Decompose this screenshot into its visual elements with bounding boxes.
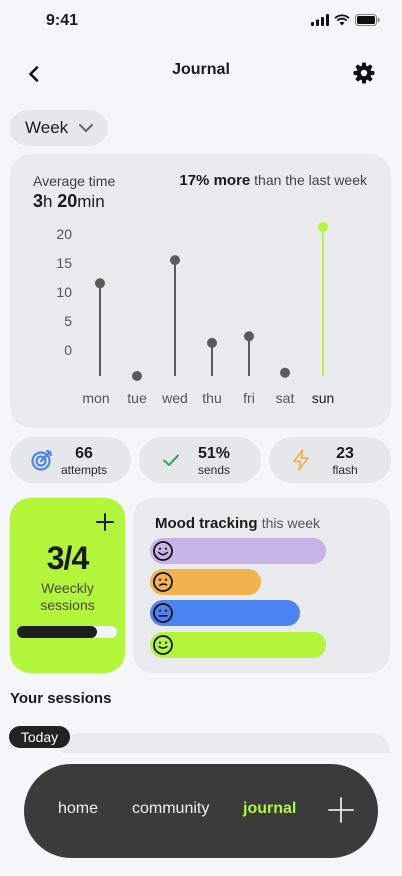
lightning-icon bbox=[293, 449, 309, 471]
x-tick-label-sun: sun bbox=[312, 390, 335, 406]
period-select[interactable]: Week bbox=[10, 110, 108, 146]
signal-icon bbox=[311, 14, 329, 26]
y-tick-label: 15 bbox=[56, 255, 72, 271]
tab-home[interactable]: home bbox=[58, 800, 99, 817]
chart-dot-mon bbox=[95, 278, 105, 289]
status-time: 9:41 bbox=[46, 12, 79, 29]
wifi-icon bbox=[334, 14, 350, 26]
mood-title-text: Mood tracking bbox=[155, 515, 258, 532]
add-session-icon[interactable] bbox=[95, 512, 115, 532]
stat-attempts-label: attempts bbox=[60, 463, 108, 477]
stat-flash-value: 23 bbox=[336, 445, 354, 462]
gear-icon bbox=[353, 62, 375, 84]
stat-flash-label: flash bbox=[332, 463, 358, 477]
average-minutes: 20 bbox=[57, 191, 78, 211]
confused-face-icon bbox=[153, 572, 173, 592]
average-time-card: Average time 3h 20min 17% more than the … bbox=[10, 154, 391, 428]
status-icons bbox=[311, 14, 380, 26]
x-tick-label-mon: mon bbox=[82, 390, 109, 406]
sessions-progress-track bbox=[17, 626, 117, 638]
chart-dot-sat bbox=[280, 367, 290, 378]
today-chip[interactable]: Today bbox=[9, 726, 70, 748]
happy-face-icon bbox=[153, 541, 173, 561]
your-sessions-heading: Your sessions bbox=[10, 690, 112, 707]
stat-attempts-value: 66 bbox=[75, 445, 93, 462]
session-card-edge bbox=[62, 733, 390, 753]
x-tick-label-sat: sat bbox=[276, 390, 295, 406]
chart-dot-sun bbox=[318, 222, 328, 232]
page-title: Journal bbox=[172, 61, 230, 78]
average-time-label: Average time bbox=[33, 173, 116, 189]
stat-sends-label: sends bbox=[197, 463, 231, 477]
y-tick-label: 5 bbox=[64, 313, 72, 329]
mood-bar-smiling bbox=[150, 632, 326, 658]
x-tick-label-tue: tue bbox=[127, 390, 147, 406]
sessions-label: Weeckly sessions bbox=[10, 580, 125, 614]
neutral-face-icon bbox=[153, 603, 173, 623]
check-icon bbox=[163, 454, 179, 466]
weekly-sessions-card[interactable]: 3/4 Weeckly sessions bbox=[10, 498, 125, 673]
stat-sends: 51% sends bbox=[139, 437, 261, 483]
mood-bar-neutral bbox=[150, 600, 300, 626]
mood-bar-happy bbox=[150, 538, 326, 564]
mood-title: Mood tracking this week bbox=[155, 515, 320, 532]
tab-journal[interactable]: journal bbox=[243, 800, 297, 817]
comparison-text: 17% more than the last week bbox=[179, 172, 367, 189]
x-tick-label-thu: thu bbox=[202, 390, 221, 406]
chevron-left-icon bbox=[29, 66, 39, 82]
comparison-suffix: than the last week bbox=[254, 172, 367, 188]
chart-dot-tue bbox=[132, 371, 142, 381]
target-icon bbox=[31, 449, 53, 471]
time-chart: 20 15 10 5 0 mon tue wed thu fri sat sun bbox=[56, 222, 335, 406]
x-tick-label-wed: wed bbox=[161, 390, 188, 406]
x-tick-label-fri: fri bbox=[243, 390, 255, 406]
mood-bar-confused bbox=[150, 569, 261, 595]
sessions-count: 3/4 bbox=[46, 540, 89, 576]
mood-subtitle: this week bbox=[261, 515, 321, 531]
sessions-label-line2: sessions bbox=[40, 597, 95, 613]
chart-dot-thu bbox=[207, 337, 217, 348]
comparison-value: 17% more bbox=[179, 172, 251, 189]
chart-dot-wed bbox=[170, 255, 180, 266]
y-tick-label: 10 bbox=[56, 284, 72, 300]
chart-dot-fri bbox=[244, 331, 254, 342]
back-button[interactable] bbox=[22, 62, 46, 86]
average-time-value: 3h 20min bbox=[33, 191, 105, 212]
stat-attempts: 66 attempts bbox=[10, 437, 131, 483]
stat-flash: 23 flash bbox=[269, 437, 391, 483]
settings-button[interactable] bbox=[352, 61, 376, 85]
sessions-label-line1: Weeckly bbox=[41, 580, 94, 596]
y-tick-label: 20 bbox=[56, 226, 72, 242]
stat-sends-value: 51% bbox=[197, 445, 231, 462]
tab-bar: home community journal bbox=[24, 764, 378, 858]
status-bar: 9:41 bbox=[0, 0, 402, 44]
average-minutes-unit: min bbox=[77, 192, 105, 211]
battery-icon bbox=[355, 14, 380, 26]
mood-tracking-card: Mood tracking this week bbox=[133, 498, 390, 673]
header: Journal bbox=[0, 52, 402, 92]
sessions-progress-fill bbox=[17, 626, 97, 638]
chevron-down-icon bbox=[79, 124, 94, 132]
smiling-face-icon bbox=[153, 635, 173, 655]
period-select-value: Week bbox=[25, 118, 69, 137]
average-hours-unit: h bbox=[43, 192, 53, 211]
average-hours: 3 bbox=[33, 191, 44, 211]
y-tick-label: 0 bbox=[64, 342, 72, 358]
tab-community[interactable]: community bbox=[132, 800, 210, 817]
plus-icon[interactable] bbox=[328, 797, 354, 823]
